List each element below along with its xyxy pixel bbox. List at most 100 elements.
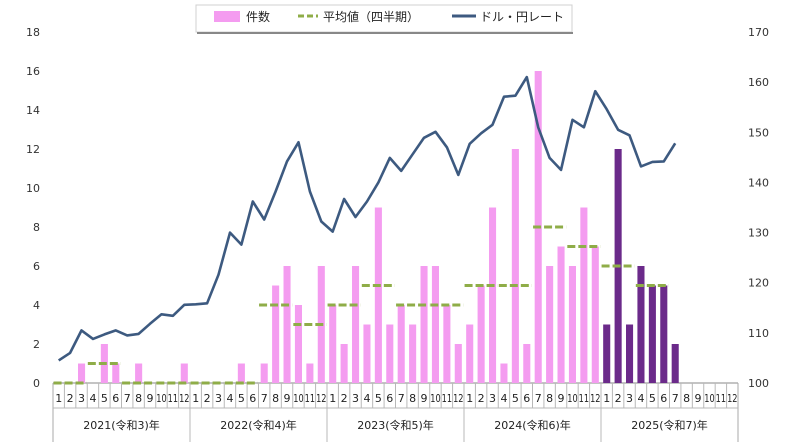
month-tick-label: 10 xyxy=(704,392,714,405)
count-bar xyxy=(283,266,291,383)
month-tick-label: 6 xyxy=(523,392,530,405)
month-tick-label: 11 xyxy=(716,392,726,405)
left-y-tick-label: 14 xyxy=(26,104,40,117)
month-tick-label: 8 xyxy=(683,392,690,405)
year-label: 2021(令和3)年 xyxy=(83,418,160,432)
month-tick-label: 8 xyxy=(135,392,142,405)
month-tick-label: 7 xyxy=(124,392,131,405)
right-y-tick-label: 130 xyxy=(748,227,769,240)
month-tick-label: 7 xyxy=(535,392,542,405)
count-bar xyxy=(294,305,302,383)
exchange-rate-layer xyxy=(57,75,677,362)
count-bar xyxy=(443,305,451,383)
quarterly-average-layer xyxy=(53,225,669,385)
month-tick-label: 2 xyxy=(67,392,74,405)
month-tick-label: 9 xyxy=(284,392,291,405)
year-label: 2023(令和5)年 xyxy=(357,418,434,432)
count-bar xyxy=(272,285,280,383)
month-tick-label: 5 xyxy=(375,392,382,405)
legend: 件数 平均値（四半期） ドル・円レート xyxy=(195,4,573,34)
count-bar xyxy=(363,324,371,383)
month-tick-label: 6 xyxy=(660,392,667,405)
legend-label: ドル・円レート xyxy=(480,10,564,24)
count-bar xyxy=(511,149,519,383)
month-tick-label: 3 xyxy=(78,392,85,405)
month-tick-label: 1 xyxy=(192,392,199,405)
month-tick-label: 5 xyxy=(512,392,519,405)
month-tick-label: 4 xyxy=(89,392,96,405)
month-tick-label: 9 xyxy=(147,392,154,405)
count-bar xyxy=(591,246,599,383)
month-tick-label: 4 xyxy=(637,392,644,405)
month-tick-label: 6 xyxy=(386,392,393,405)
count-bar xyxy=(477,285,485,383)
month-tick-label: 4 xyxy=(226,392,233,405)
count-bar xyxy=(626,324,634,383)
count-bar xyxy=(374,207,382,383)
left-y-tick-label: 0 xyxy=(33,377,40,390)
left-y-tick-label: 6 xyxy=(33,260,40,273)
legend-swatch-bar xyxy=(214,11,240,22)
count-bar xyxy=(386,324,394,383)
count-bar xyxy=(329,305,337,383)
month-tick-label: 11 xyxy=(442,392,452,405)
month-tick-label: 12 xyxy=(316,392,326,405)
usd-jpy-line xyxy=(57,75,677,362)
count-bar xyxy=(431,266,439,383)
count-bar xyxy=(260,363,268,383)
left-y-tick-label: 10 xyxy=(26,182,40,195)
count-bar xyxy=(466,324,474,383)
month-tick-label: 3 xyxy=(489,392,496,405)
left-y-tick-label: 8 xyxy=(33,221,40,234)
month-tick-label: 12 xyxy=(727,392,737,405)
count-bar xyxy=(409,324,417,383)
count-bar xyxy=(489,207,497,383)
month-tick-label: 8 xyxy=(546,392,553,405)
axes-layer: 0246810121416181001101201301401501601701… xyxy=(26,26,769,432)
bars-layer xyxy=(78,71,679,383)
month-tick-label: 12 xyxy=(453,392,463,405)
month-tick-label: 1 xyxy=(603,392,610,405)
month-tick-label: 12 xyxy=(179,392,189,405)
count-bar xyxy=(306,363,314,383)
count-bar xyxy=(135,363,143,383)
right-y-tick-label: 120 xyxy=(748,277,769,290)
count-bar xyxy=(523,344,531,383)
month-tick-label: 8 xyxy=(409,392,416,405)
month-tick-label: 8 xyxy=(272,392,279,405)
legend-label: 件数 xyxy=(246,9,270,24)
month-tick-label: 1 xyxy=(466,392,473,405)
count-bar xyxy=(500,363,508,383)
count-bar xyxy=(352,266,360,383)
count-bar xyxy=(546,266,554,383)
count-bar xyxy=(557,246,565,383)
right-y-tick-label: 100 xyxy=(748,377,769,390)
month-tick-label: 10 xyxy=(156,392,166,405)
month-tick-label: 2 xyxy=(615,392,622,405)
left-y-tick-label: 18 xyxy=(26,26,40,39)
right-y-tick-label: 110 xyxy=(748,327,769,340)
month-tick-label: 5 xyxy=(101,392,108,405)
left-y-tick-label: 2 xyxy=(33,338,40,351)
month-tick-label: 9 xyxy=(421,392,428,405)
year-label: 2024(令和6)年 xyxy=(494,418,571,432)
year-label: 2022(令和4)年 xyxy=(220,418,297,432)
count-bar xyxy=(340,344,348,383)
count-bar xyxy=(112,363,120,383)
count-bar xyxy=(78,363,86,383)
count-bar xyxy=(648,285,656,383)
month-tick-label: 4 xyxy=(363,392,370,405)
month-tick-label: 2 xyxy=(478,392,485,405)
month-tick-label: 11 xyxy=(305,392,315,405)
count-bar xyxy=(454,344,462,383)
month-tick-label: 1 xyxy=(329,392,336,405)
month-tick-label: 11 xyxy=(579,392,589,405)
month-tick-label: 9 xyxy=(558,392,565,405)
chart-frame xyxy=(52,382,739,442)
right-y-tick-label: 140 xyxy=(748,176,769,189)
count-bar xyxy=(397,305,405,383)
count-bar xyxy=(237,363,245,383)
month-tick-label: 5 xyxy=(238,392,245,405)
month-tick-label: 11 xyxy=(168,392,178,405)
